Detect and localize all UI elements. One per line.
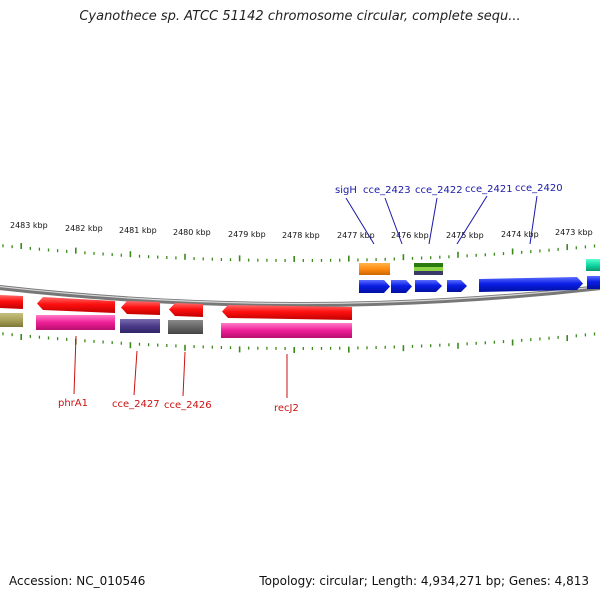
gene-label-cce-2427[interactable]: cce_2427 bbox=[112, 399, 160, 410]
scale-label-2475: 2475 kbp bbox=[446, 231, 484, 240]
gene-label-cce-2426[interactable]: cce_2426 bbox=[164, 400, 212, 411]
scale-label-2478: 2478 kbp bbox=[282, 231, 320, 240]
gene-label-phrA1[interactable]: phrA1 bbox=[58, 398, 88, 409]
gene-label-cce-2420[interactable]: cce_2420 bbox=[515, 183, 563, 194]
gene-label-cce-2422[interactable]: cce_2422 bbox=[415, 185, 463, 196]
cce-2427-gene-arrow[interactable] bbox=[121, 301, 160, 315]
genome-summary-text: Topology: circular; Length: 4,934,271 bp… bbox=[259, 574, 589, 588]
scale-label-2483: 2483 kbp bbox=[10, 221, 48, 230]
gene-label-cce-2421[interactable]: cce_2421 bbox=[465, 184, 513, 195]
sigH-gene-arrow[interactable] bbox=[359, 280, 390, 293]
scale-label-2479: 2479 kbp bbox=[228, 230, 266, 239]
scale-label-2481: 2481 kbp bbox=[119, 226, 157, 235]
scale-label-2474: 2474 kbp bbox=[501, 230, 539, 239]
chromosome-backbone-highlight bbox=[0, 285, 600, 305]
scale-label-2482: 2482 kbp bbox=[65, 224, 103, 233]
cce-2422-gene-bar-top[interactable] bbox=[414, 263, 443, 267]
outer-scale-ticks bbox=[2, 243, 596, 262]
bottom-callout-lines bbox=[73, 335, 288, 398]
cce-2422-gene-arrow[interactable] bbox=[415, 280, 442, 292]
gene-label-sigH[interactable]: sigH bbox=[335, 185, 357, 196]
next-forward-gene-arrow[interactable] bbox=[587, 276, 600, 289]
recJ2-protein-bar[interactable] bbox=[221, 323, 352, 338]
cce-2421-gene-arrow[interactable] bbox=[447, 280, 467, 292]
inner-scale-ticks bbox=[2, 332, 596, 353]
teal-feature-arrow[interactable] bbox=[586, 259, 600, 271]
top-callout-lines bbox=[345, 195, 538, 245]
gene-label-cce-2423[interactable]: cce_2423 bbox=[363, 185, 411, 196]
cce-2423-gene-arrow[interactable] bbox=[391, 280, 412, 293]
phrA1-protein-bar[interactable] bbox=[36, 315, 115, 330]
left-olive-feature[interactable] bbox=[0, 313, 23, 327]
scale-label-2473: 2473 kbp bbox=[555, 228, 593, 237]
chromosome-backbone bbox=[0, 285, 600, 307]
scale-label-2477: 2477 kbp bbox=[337, 231, 375, 240]
cce-2420-gene-arrow[interactable] bbox=[479, 277, 583, 292]
map-title: Cyanothece sp. ATCC 51142 chromosome cir… bbox=[79, 9, 521, 24]
cce-2426-gene-arrow[interactable] bbox=[169, 303, 203, 317]
cce-2422-gene-bar-mid[interactable] bbox=[414, 267, 443, 271]
recJ2-gene-arrow[interactable] bbox=[222, 305, 352, 320]
cce-2427-protein-bar[interactable] bbox=[120, 319, 160, 333]
scale-label-2476: 2476 kbp bbox=[391, 231, 429, 240]
gene-label-recJ2[interactable]: recJ2 bbox=[274, 403, 299, 414]
left-reverse-gene-arrow[interactable] bbox=[0, 295, 23, 309]
sigH-gene-bar[interactable] bbox=[359, 263, 390, 275]
cce-2422-gene-bar-low[interactable] bbox=[414, 271, 443, 275]
cce-2426-protein-bar[interactable] bbox=[168, 320, 203, 334]
accession-text: Accession: NC_010546 bbox=[9, 574, 146, 588]
scale-label-2480: 2480 kbp bbox=[173, 228, 211, 237]
phrA1-gene-arrow[interactable] bbox=[37, 297, 115, 313]
